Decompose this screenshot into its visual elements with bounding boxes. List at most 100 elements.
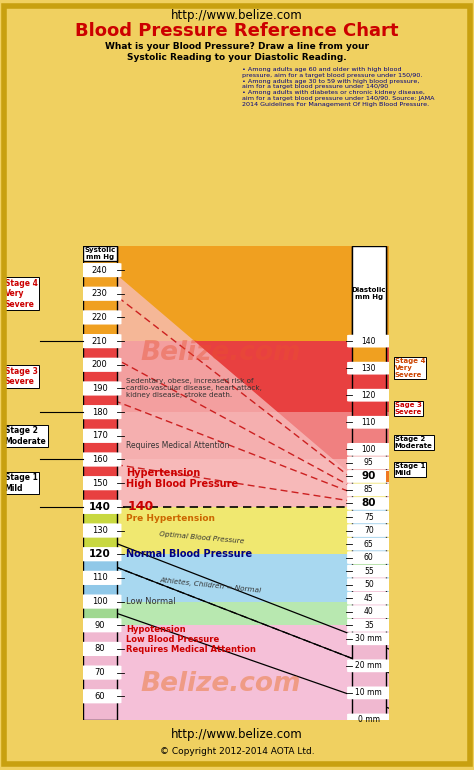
Text: Stage 4
Very
Severe: Stage 4 Very Severe xyxy=(395,358,425,378)
Text: http://www.belize.com: http://www.belize.com xyxy=(171,728,303,741)
Text: 200: 200 xyxy=(92,360,108,370)
Text: 110: 110 xyxy=(362,418,376,427)
Text: 45: 45 xyxy=(364,594,374,603)
Bar xyxy=(83,246,117,341)
Bar xyxy=(352,504,386,557)
FancyBboxPatch shape xyxy=(347,537,391,551)
Text: 230: 230 xyxy=(92,290,108,298)
Bar xyxy=(83,625,389,720)
Text: 95: 95 xyxy=(364,458,374,467)
FancyBboxPatch shape xyxy=(347,564,391,578)
FancyBboxPatch shape xyxy=(78,310,121,324)
Text: 110: 110 xyxy=(92,574,108,582)
Bar xyxy=(83,554,389,601)
Text: Stage 1
Mild: Stage 1 Mild xyxy=(395,463,425,476)
Text: Diastolic
mm Hg: Diastolic mm Hg xyxy=(352,287,386,300)
FancyBboxPatch shape xyxy=(78,429,121,443)
Text: Stage 1
Mild: Stage 1 Mild xyxy=(5,474,37,493)
FancyBboxPatch shape xyxy=(78,381,121,396)
Text: Stage 2
Moderate: Stage 2 Moderate xyxy=(5,426,46,446)
Text: 120: 120 xyxy=(362,390,376,400)
FancyBboxPatch shape xyxy=(347,605,391,618)
Text: 140: 140 xyxy=(362,336,376,346)
Text: Systolic
mm Hg: Systolic mm Hg xyxy=(84,247,115,260)
Text: 55: 55 xyxy=(364,567,374,576)
Text: Stage 2
Moderate: Stage 2 Moderate xyxy=(395,436,433,449)
Text: Belize.com: Belize.com xyxy=(140,340,301,366)
Bar xyxy=(83,507,389,554)
Bar xyxy=(83,460,389,507)
Text: Sage 3
Severe: Sage 3 Severe xyxy=(395,402,422,415)
FancyBboxPatch shape xyxy=(78,500,121,514)
Text: 0 mm: 0 mm xyxy=(358,715,380,725)
FancyBboxPatch shape xyxy=(78,594,121,608)
FancyBboxPatch shape xyxy=(78,358,121,372)
Text: 90: 90 xyxy=(94,621,105,630)
Text: 130: 130 xyxy=(92,526,108,535)
Text: 10 mm: 10 mm xyxy=(356,688,382,698)
FancyBboxPatch shape xyxy=(78,334,121,348)
FancyBboxPatch shape xyxy=(78,665,121,680)
Text: Normal Blood Pressure: Normal Blood Pressure xyxy=(126,549,252,559)
FancyBboxPatch shape xyxy=(347,551,391,564)
Bar xyxy=(386,471,392,482)
FancyBboxPatch shape xyxy=(78,405,121,419)
FancyBboxPatch shape xyxy=(78,689,121,703)
FancyBboxPatch shape xyxy=(78,547,121,561)
Text: 80: 80 xyxy=(94,644,105,654)
Bar xyxy=(83,601,389,625)
Text: 160: 160 xyxy=(92,455,108,464)
Text: Stage 4
Very
Severe: Stage 4 Very Severe xyxy=(5,279,37,309)
FancyBboxPatch shape xyxy=(347,687,391,699)
Text: 30 mm: 30 mm xyxy=(356,634,382,643)
FancyBboxPatch shape xyxy=(78,476,121,490)
Text: Belize.com: Belize.com xyxy=(140,671,301,698)
Text: Athletes, Children = Normal: Athletes, Children = Normal xyxy=(159,577,262,594)
FancyBboxPatch shape xyxy=(78,453,121,467)
Text: 210: 210 xyxy=(92,336,108,346)
Text: Hypertension
High Blood Pressure: Hypertension High Blood Pressure xyxy=(126,467,238,489)
Text: 170: 170 xyxy=(92,431,108,440)
Text: • Among adults age 60 and older with high blood
pressure, aim for a target blood: • Among adults age 60 and older with hig… xyxy=(242,67,434,107)
Bar xyxy=(83,601,117,625)
Bar xyxy=(83,246,117,720)
Text: 60: 60 xyxy=(94,691,105,701)
Text: Sedentary, obese, increased risk of
cardio-vascular disease, heart attack,
kidne: Sedentary, obese, increased risk of card… xyxy=(126,379,262,398)
FancyBboxPatch shape xyxy=(347,335,391,347)
Text: 65: 65 xyxy=(364,540,374,548)
Text: What is your Blood Pressure? Draw a line from your
Systolic Reading to your Dias: What is your Blood Pressure? Draw a line… xyxy=(105,42,369,62)
Bar xyxy=(352,450,386,477)
Text: 75: 75 xyxy=(364,513,374,521)
Text: 70: 70 xyxy=(364,526,374,535)
FancyBboxPatch shape xyxy=(78,286,121,301)
Bar xyxy=(83,246,117,260)
Text: 50: 50 xyxy=(364,580,374,589)
Bar xyxy=(352,246,386,720)
Text: 190: 190 xyxy=(92,384,108,393)
Text: Stage 3
Severe: Stage 3 Severe xyxy=(5,367,37,387)
Bar xyxy=(352,557,386,571)
Text: 100: 100 xyxy=(92,597,108,606)
Text: 60: 60 xyxy=(364,553,374,562)
FancyBboxPatch shape xyxy=(347,632,391,645)
FancyBboxPatch shape xyxy=(347,524,391,537)
Text: Pre Hypertension: Pre Hypertension xyxy=(126,514,215,523)
FancyBboxPatch shape xyxy=(347,592,391,604)
Text: 70: 70 xyxy=(94,668,105,677)
Text: 240: 240 xyxy=(92,266,108,275)
FancyBboxPatch shape xyxy=(347,470,391,483)
Bar xyxy=(352,477,386,504)
Text: 90: 90 xyxy=(362,471,376,481)
Bar xyxy=(83,625,117,720)
Text: Requires Medical Attention: Requires Medical Attention xyxy=(126,440,229,450)
Text: 180: 180 xyxy=(92,407,108,417)
FancyBboxPatch shape xyxy=(78,642,121,656)
FancyBboxPatch shape xyxy=(347,659,391,672)
Bar xyxy=(352,336,386,368)
Text: 20 mm: 20 mm xyxy=(356,661,382,671)
FancyBboxPatch shape xyxy=(78,618,121,632)
Text: 140: 140 xyxy=(89,502,111,512)
Text: 100: 100 xyxy=(362,445,376,454)
Bar xyxy=(352,571,386,720)
FancyBboxPatch shape xyxy=(347,416,391,429)
